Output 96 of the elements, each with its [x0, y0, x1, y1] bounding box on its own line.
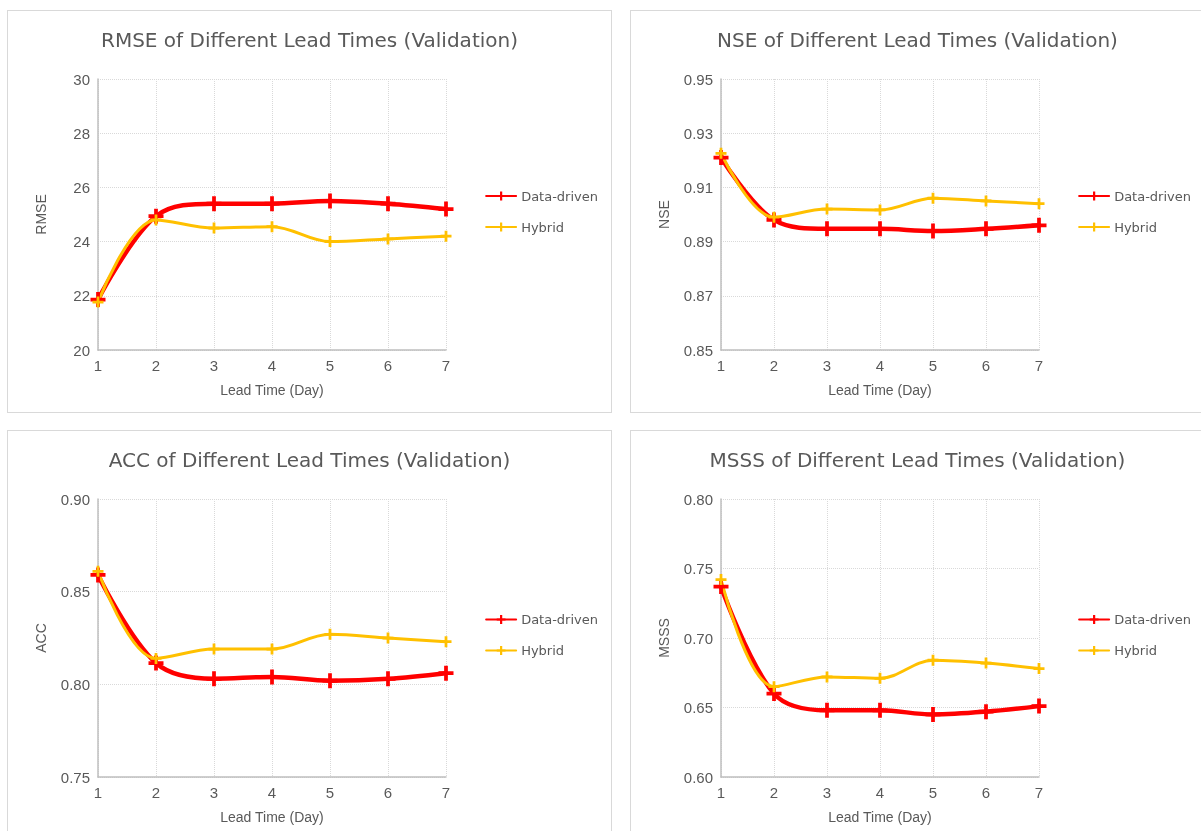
x-tick-label: 5: [325, 357, 335, 374]
point: [206, 196, 222, 212]
y-tick-label: 24: [73, 233, 90, 251]
legend-label: Data-driven: [1114, 188, 1191, 204]
y-tick-label: 0.80: [683, 490, 713, 508]
point: [768, 681, 780, 693]
point: [819, 702, 835, 718]
x-tick-label: 7: [441, 784, 451, 801]
chart-title: RMSE of Different Lead Times (Validation): [101, 28, 518, 52]
point: [872, 702, 888, 718]
point: [715, 574, 727, 586]
x-tick-label: 7: [441, 357, 451, 374]
x-tick-label: 3: [209, 784, 219, 801]
y-tick-label: 0.80: [60, 675, 90, 693]
x-tick-label: 4: [875, 784, 885, 801]
x-tick-label: 4: [875, 357, 885, 374]
y-tick-label: 0.70: [683, 629, 713, 647]
y-tick-label: 0.75: [683, 560, 713, 577]
point: [266, 221, 278, 233]
x-tick-label: 2: [151, 784, 161, 801]
y-tick-label: 0.65: [683, 699, 713, 716]
x-tick-label: 3: [822, 784, 832, 801]
point: [925, 706, 941, 722]
x-tick-label: 1: [93, 357, 103, 374]
y-tick-label: 0.95: [683, 70, 713, 88]
legend-label: Hybrid: [521, 643, 565, 658]
y-axis-title: MSSS: [656, 618, 672, 658]
legend-label: Hybrid: [521, 219, 565, 235]
x-axis-title: Lead Time (Day): [220, 809, 324, 825]
legend-label: Data-driven: [521, 188, 598, 204]
x-tick-label: 1: [716, 784, 726, 801]
y-tick-label: 0.75: [60, 768, 90, 786]
y-axis-title: NSE: [656, 200, 672, 229]
x-tick-label: 7: [1034, 357, 1044, 374]
y-tick-label: 0.90: [60, 490, 90, 508]
x-tick-label: 4: [267, 784, 277, 801]
x-tick-label: 1: [716, 357, 726, 374]
x-axis-title: Lead Time (Day): [828, 382, 932, 398]
x-tick-label: 2: [151, 357, 161, 374]
legend-label: Data-driven: [521, 612, 598, 627]
x-tick-label: 6: [383, 784, 393, 801]
y-tick-label: 0.93: [683, 124, 713, 142]
legend-label: Hybrid: [1114, 219, 1158, 235]
chart-title: MSSS of Different Lead Times (Validation): [709, 448, 1126, 472]
point: [1031, 217, 1047, 233]
x-tick-label: 6: [383, 357, 393, 374]
y-tick-label: 26: [73, 178, 90, 196]
point: [768, 211, 780, 223]
chart-title: NSE of Different Lead Times (Validation): [717, 28, 1118, 52]
point: [927, 654, 939, 666]
point: [438, 665, 454, 681]
x-tick-label: 3: [822, 357, 832, 374]
point: [324, 628, 336, 640]
chart-title: ACC of Different Lead Times (Validation): [108, 448, 511, 472]
y-axis-title: ACC: [33, 623, 49, 653]
point: [978, 704, 994, 720]
point: [1033, 663, 1045, 675]
x-tick-label: 1: [93, 784, 103, 801]
point: [380, 196, 396, 212]
y-tick-label: 22: [73, 287, 90, 305]
x-tick-label: 4: [267, 357, 277, 374]
point: [440, 230, 452, 242]
point: [1031, 698, 1047, 714]
point: [322, 673, 338, 689]
point: [927, 192, 939, 204]
point: [206, 671, 222, 687]
point: [264, 196, 280, 212]
x-tick-label: 6: [981, 357, 991, 374]
legend-label: Data-driven: [1114, 612, 1191, 627]
y-tick-label: 0.91: [683, 178, 713, 196]
x-axis-title: Lead Time (Day): [220, 382, 324, 398]
y-tick-label: 30: [73, 70, 90, 88]
x-tick-label: 5: [928, 784, 938, 801]
x-tick-label: 3: [209, 357, 219, 374]
legend-label: Hybrid: [1114, 643, 1158, 658]
x-tick-label: 6: [981, 784, 991, 801]
point: [874, 672, 886, 684]
x-tick-label: 2: [769, 784, 779, 801]
x-tick-label: 5: [325, 784, 335, 801]
x-axis-title: Lead Time (Day): [828, 809, 932, 825]
x-tick-label: 2: [769, 357, 779, 374]
y-tick-label: 0.85: [683, 341, 713, 359]
y-tick-label: 28: [73, 124, 90, 142]
x-tick-label: 5: [928, 357, 938, 374]
y-tick-label: 20: [73, 341, 90, 359]
x-tick-label: 7: [1034, 784, 1044, 801]
point: [438, 201, 454, 217]
y-tick-label: 0.60: [683, 768, 713, 786]
y-axis-title: RMSE: [33, 194, 49, 235]
point: [715, 147, 727, 159]
y-tick-label: 0.85: [60, 583, 90, 601]
point: [150, 652, 162, 664]
y-tick-label: 0.89: [683, 233, 713, 251]
point: [92, 565, 104, 577]
point: [440, 636, 452, 648]
y-tick-label: 0.87: [683, 287, 713, 305]
